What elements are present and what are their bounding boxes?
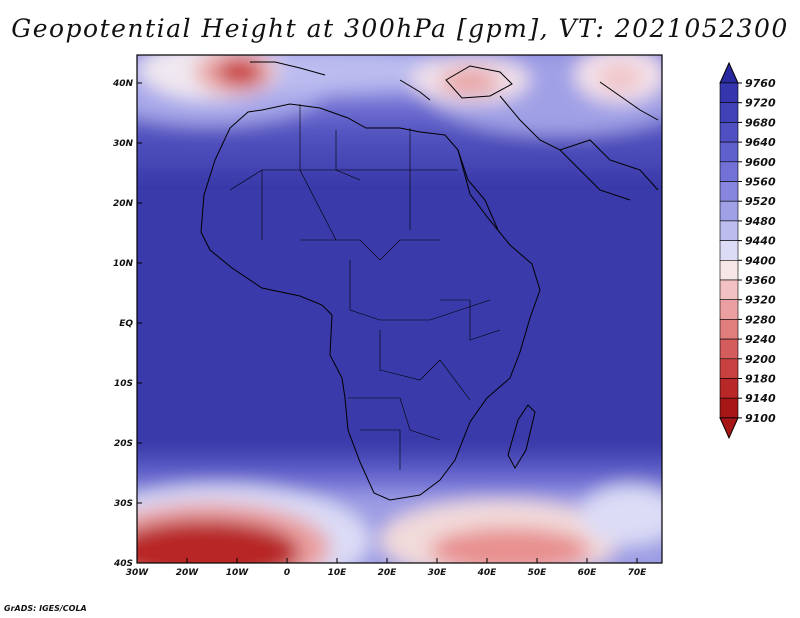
lat-tick-label: 30N — [113, 139, 134, 149]
colorbar-swatch — [719, 338, 739, 360]
colorbar-label: 9240 — [745, 333, 776, 346]
lon-tick-label: 10E — [328, 568, 348, 578]
colorbar-swatch — [719, 279, 739, 301]
colorbar-label: 9760 — [745, 77, 776, 90]
lat-tick-label: 40N — [112, 79, 134, 89]
colorbar-bottom-arrow — [719, 417, 739, 440]
colorbar-label: 9320 — [745, 294, 776, 307]
lat-tick-label: 10S — [114, 379, 133, 389]
longitude-axis: 30W 20W 10W 0 10E 20E 30E 40E 50E 60E 70E — [126, 558, 647, 578]
lon-tick-label: 70E — [628, 568, 648, 578]
colorbar-swatch — [719, 102, 739, 123]
colorbar-label: 9360 — [745, 274, 776, 287]
lon-tick-label: 40E — [477, 568, 498, 578]
colorbar-label: 9440 — [745, 235, 776, 248]
colorbar-label: 9100 — [745, 412, 776, 425]
colorbar-label: 9520 — [745, 195, 776, 208]
colorbar-swatch — [719, 299, 739, 320]
colorbar-swatch — [719, 240, 739, 261]
lon-tick-label: 30E — [428, 568, 448, 578]
lat-tick-label: 10N — [113, 259, 134, 269]
lat-tick-label: 20S — [114, 439, 133, 449]
colorbar-swatch — [719, 378, 739, 399]
lon-tick-label: 20E — [378, 568, 398, 578]
height-field — [137, 55, 662, 563]
colorbar-swatch — [719, 122, 739, 143]
colorbar-swatch — [719, 319, 739, 340]
colorbar-label: 9400 — [745, 254, 776, 267]
map-title: Geopotential Height at 300hPa [gpm], VT:… — [11, 14, 789, 43]
colorbar: 9760 9720 9680 9640 9600 9560 9520 9480 9440 9400… — [719, 61, 776, 440]
colorbar-label: 9140 — [745, 392, 776, 405]
latitude-axis: 40N 30N 20N 10N EQ 10S 20S 30S 40S — [112, 79, 142, 569]
country-borders — [229, 104, 501, 470]
colorbar-swatch — [719, 181, 739, 202]
colorbar-label: 9180 — [745, 373, 776, 386]
lon-tick-label: 60E — [578, 568, 598, 578]
colorbar-swatch — [719, 397, 739, 419]
colorbar-swatch — [719, 82, 739, 104]
lon-tick-label: 50E — [528, 568, 548, 578]
lat-tick-label: EQ — [119, 319, 133, 329]
colorbar-swatch — [719, 358, 739, 379]
coastlines — [200, 61, 659, 501]
colorbar-swatch — [719, 220, 739, 241]
colorbar-swatch — [719, 200, 739, 222]
colorbar-label: 9280 — [745, 313, 776, 326]
lon-tick-label: 30W — [126, 568, 150, 578]
colorbar-label: 9640 — [745, 136, 776, 149]
colorbar-label: 9480 — [745, 215, 776, 228]
colorbar-label: 9720 — [745, 97, 776, 110]
lon-tick-label: 10W — [226, 568, 250, 578]
colorbar-top-arrow — [719, 61, 739, 84]
colorbar-label: 9600 — [745, 156, 776, 169]
lat-tick-label: 30S — [114, 499, 133, 509]
colorbar-label: 9200 — [745, 353, 776, 366]
grads-credit: GrADS: IGES/COLA — [4, 604, 87, 613]
lat-tick-label: 20N — [113, 199, 134, 209]
colorbar-label: 9680 — [745, 116, 776, 129]
colorbar-label: 9560 — [745, 176, 776, 189]
lat-tick-label: 40S — [113, 559, 133, 569]
lon-tick-label: 0 — [284, 568, 290, 578]
colorbar-swatch — [719, 259, 739, 281]
colorbar-swatch — [719, 161, 739, 182]
colorbar-swatch — [719, 141, 739, 163]
map-frame — [136, 54, 663, 564]
lon-tick-label: 20W — [176, 568, 200, 578]
